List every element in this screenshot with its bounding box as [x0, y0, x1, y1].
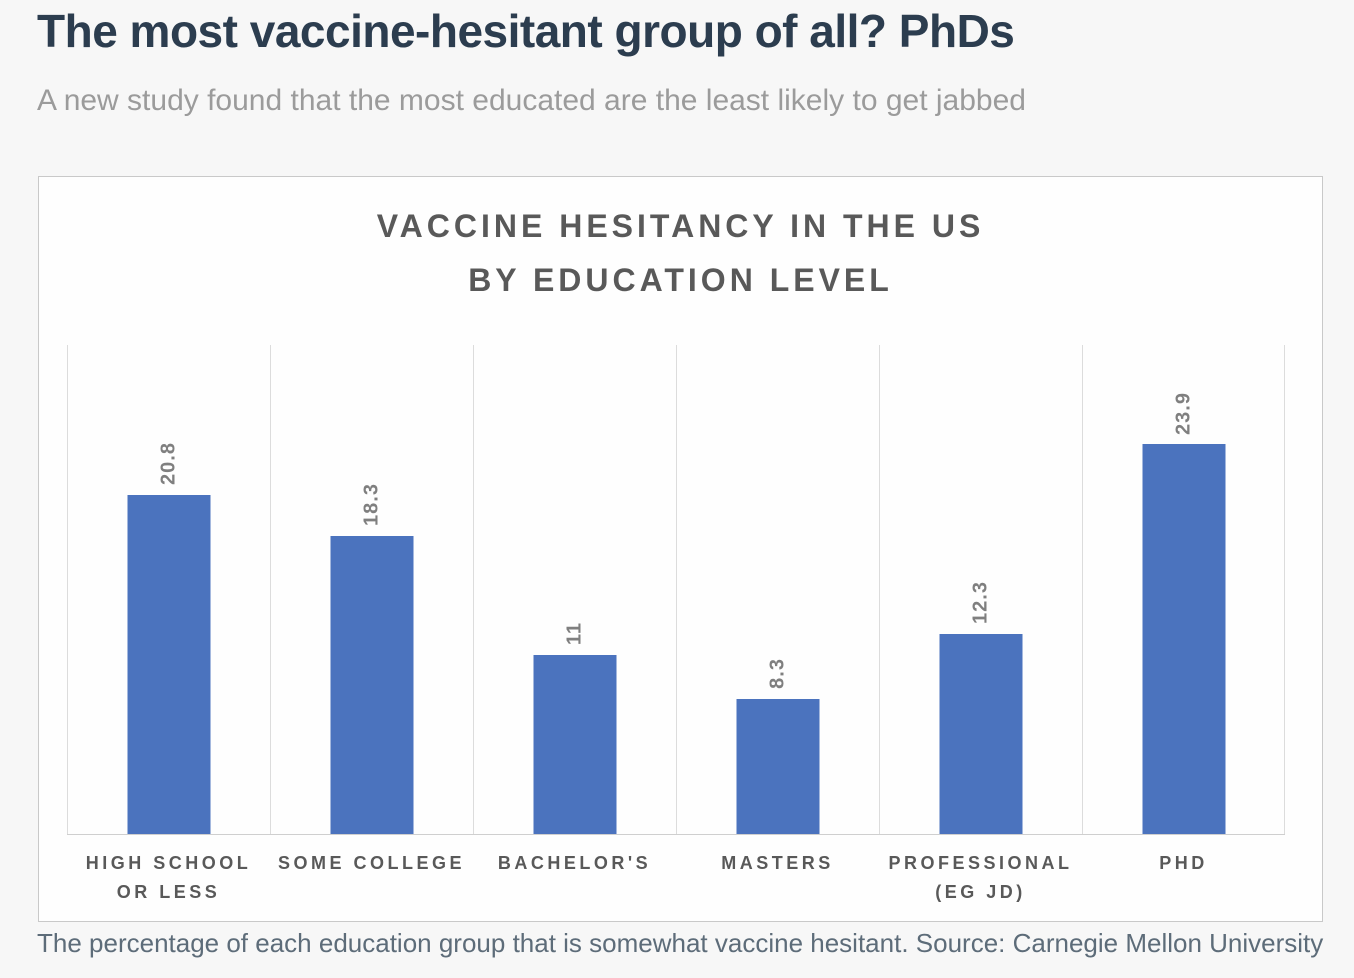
bar [127, 494, 210, 834]
chart-caption: The percentage of each education group t… [37, 928, 1324, 958]
bar-column: 8.3 [676, 345, 879, 834]
bar-column: 18.3 [270, 345, 473, 834]
bar-value-label: 23.9 [1172, 391, 1194, 435]
bar-value-label: 8.3 [766, 657, 788, 689]
x-axis-label: MASTERS [721, 853, 834, 873]
gridline [1284, 345, 1285, 834]
x-axis-label: HIGH SCHOOL OR LESS [85, 853, 252, 902]
bar [736, 698, 819, 834]
gridline [269, 345, 271, 834]
gridline [878, 345, 880, 834]
bar-value-label: 11 [563, 621, 585, 645]
bar-column: 23.9 [1082, 345, 1285, 834]
bar-value-label: 12.3 [969, 580, 991, 624]
bar-column: 11 [473, 345, 676, 834]
x-axis-labels: HIGH SCHOOL OR LESS SOME COLLEGE BACHELOR'… [67, 849, 1285, 907]
plot-area: 20.8 18.3 11 8.3 12.3 23.9 [67, 345, 1285, 835]
x-axis-label: SOME COLLEGE [277, 853, 465, 873]
bar-column: 12.3 [879, 345, 1082, 834]
bar-value-label: 18.3 [360, 482, 382, 526]
bar-value-label: 20.8 [157, 442, 179, 485]
x-axis-label: PHD [1159, 853, 1208, 873]
gridline [472, 345, 474, 834]
article-subtitle: A new study found that the most educated… [37, 84, 1026, 117]
bar [533, 654, 616, 834]
bar [1142, 444, 1225, 834]
article-headline: The most vaccine-hesitant group of all? … [37, 5, 1015, 57]
gridline [1082, 345, 1083, 834]
gridline [676, 345, 677, 834]
gridline [67, 345, 68, 834]
bar-chart: VACCINE HESITANCY IN THE US BY EDUCATION… [38, 176, 1323, 922]
chart-title: VACCINE HESITANCY IN THE US BY EDUCATION… [376, 208, 985, 299]
x-axis-label: BACHELOR'S [497, 853, 652, 873]
bar [330, 535, 413, 834]
x-axis-label: PROFESSIONAL (EG JD) [888, 853, 1073, 902]
bar-column: 20.8 [67, 345, 270, 834]
bar [939, 633, 1022, 834]
